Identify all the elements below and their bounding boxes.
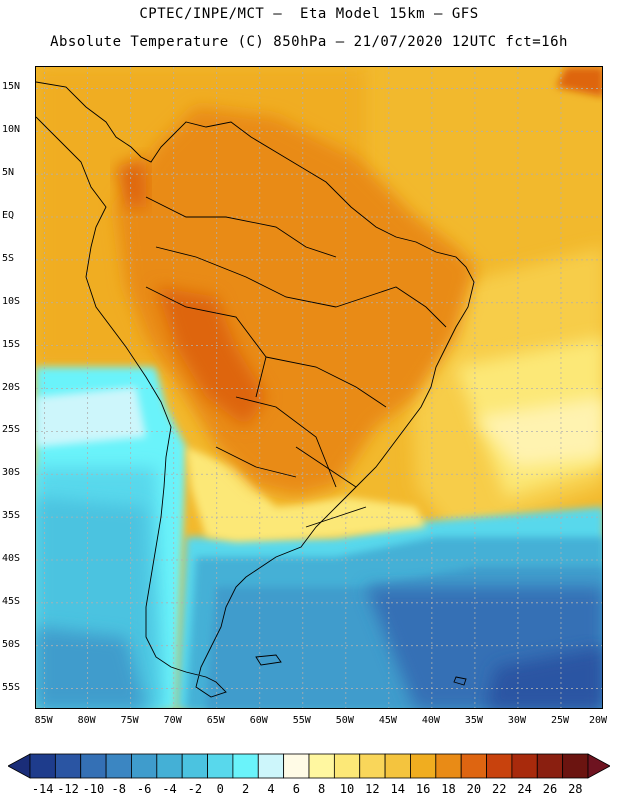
latitude-tick-label: 25S [2, 424, 21, 436]
colorbar-tick-label: 14 [390, 782, 405, 796]
latitude-tick-label: 35S [2, 510, 21, 522]
colorbar-swatch [536, 753, 564, 779]
longitude-tick-label: 70W [163, 715, 182, 726]
chart-title-line1: CPTEC/INPE/MCT – Eta Model 15km – GFS [139, 6, 479, 22]
colorbar-under-triangle [8, 753, 31, 779]
colorbar-tick-label: 4 [267, 782, 275, 796]
colorbar-swatch [80, 753, 107, 779]
longitude-tick-label: 40W [421, 715, 440, 726]
colorbar-tick-label: 18 [441, 782, 456, 796]
latitude-tick-label: 45S [2, 595, 21, 607]
longitude-tick-label: 30W [507, 715, 526, 726]
latitude-tick-label: EQ [2, 210, 15, 222]
colorbar-tick-label: 22 [491, 782, 507, 796]
temperature-map [35, 66, 603, 709]
colorbar-tick-label: 16 [415, 782, 431, 796]
colorbar-swatch [105, 753, 132, 779]
colorbar-swatch [308, 753, 335, 779]
latitude-tick-label: 10N [2, 124, 21, 136]
longitude-tick-label: 50W [335, 715, 354, 726]
colorbar-tick-label: 2 [241, 782, 250, 796]
colorbar-swatch [156, 753, 183, 779]
colorbar-swatch [283, 753, 310, 779]
colorbar-tick-label: 26 [542, 782, 558, 796]
colorbar-swatch [486, 753, 513, 779]
latitude-tick-label: 10S [2, 295, 21, 307]
colorbar [8, 753, 610, 779]
colorbar-swatch [257, 753, 285, 779]
colorbar-swatch [460, 753, 487, 779]
latitude-tick-label: 15N [2, 81, 21, 93]
colorbar-swatch [333, 753, 361, 779]
colorbar-swatch [181, 753, 208, 779]
latitude-tick-label: 20S [2, 381, 21, 393]
colorbar-swatch [435, 753, 462, 779]
colorbar-tick-label: 28 [568, 782, 583, 796]
colorbar-tick-label: -8 [111, 782, 126, 796]
colorbar-swatch [511, 753, 538, 779]
colorbar-swatch [131, 753, 158, 779]
colorbar-swatch [207, 753, 234, 779]
colorbar-tick-label: 12 [365, 782, 380, 796]
colorbar-tick-label: 6 [292, 782, 300, 796]
colorbar-swatch [410, 753, 437, 779]
longitude-tick-label: 20W [588, 715, 608, 726]
latitude-tick-label: 5S [2, 252, 15, 264]
colorbar-tick-label: 24 [517, 782, 532, 796]
colorbar-tick-label: 8 [318, 782, 326, 796]
colorbar-tick-label: -10 [82, 782, 105, 796]
latitude-tick-label: 5N [2, 167, 15, 179]
longitude-tick-label: 55W [292, 715, 311, 726]
colorbar-tick-label: -6 [136, 782, 152, 796]
colorbar-swatch [359, 753, 386, 779]
colorbar-tick-label: 20 [466, 782, 482, 796]
longitude-tick-label: 75W [120, 715, 139, 726]
colorbar-swatch [232, 753, 259, 779]
colorbar-tick-label: 10 [339, 782, 355, 796]
coastline [36, 81, 475, 698]
latitude-tick-label: 55S [2, 681, 21, 693]
colorbar-swatch [562, 753, 589, 779]
map-canvas [36, 67, 602, 708]
longitude-tick-label: 80W [77, 715, 96, 726]
colorbar-tick-label: 0 [216, 782, 224, 796]
latitude-tick-label: 40S [2, 552, 21, 564]
colorbar-swatch [54, 753, 82, 779]
colorbar-tick-label: -4 [162, 782, 177, 796]
colorbar-tick-label: -14 [31, 782, 54, 796]
longitude-tick-label: 45W [378, 715, 397, 726]
colorbar-swatch [29, 753, 56, 779]
longitude-tick-label: 25W [550, 715, 569, 726]
longitude-tick-label: 60W [249, 715, 268, 726]
longitude-tick-label: 85W [34, 715, 53, 726]
map-grid [36, 67, 602, 708]
latitude-tick-label: 15S [2, 338, 21, 350]
colorbar-tick-label: -12 [57, 782, 79, 796]
chart-title-line2: Absolute Temperature (C) 850hPa – 21/07/… [50, 34, 568, 50]
colorbar-tick-label: -2 [187, 782, 203, 796]
colorbar-swatch [384, 753, 411, 779]
colorbar-over-triangle [587, 753, 610, 779]
longitude-tick-label: 65W [206, 715, 225, 726]
longitude-tick-label: 35W [464, 715, 483, 726]
latitude-tick-label: 30S [2, 467, 21, 479]
latitude-tick-label: 50S [2, 638, 21, 650]
